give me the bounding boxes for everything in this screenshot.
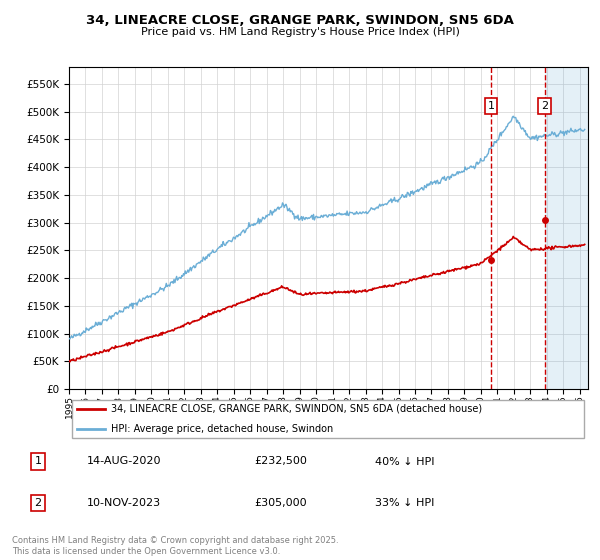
Text: 10-NOV-2023: 10-NOV-2023 bbox=[87, 498, 161, 508]
Text: 14-AUG-2020: 14-AUG-2020 bbox=[87, 456, 161, 466]
Text: 34, LINEACRE CLOSE, GRANGE PARK, SWINDON, SN5 6DA (detached house): 34, LINEACRE CLOSE, GRANGE PARK, SWINDON… bbox=[110, 404, 482, 414]
FancyBboxPatch shape bbox=[71, 400, 584, 437]
Text: £232,500: £232,500 bbox=[254, 456, 307, 466]
Text: Contains HM Land Registry data © Crown copyright and database right 2025.
This d: Contains HM Land Registry data © Crown c… bbox=[12, 536, 338, 556]
Text: 33% ↓ HPI: 33% ↓ HPI bbox=[375, 498, 434, 508]
Text: 34, LINEACRE CLOSE, GRANGE PARK, SWINDON, SN5 6DA: 34, LINEACRE CLOSE, GRANGE PARK, SWINDON… bbox=[86, 14, 514, 27]
Text: HPI: Average price, detached house, Swindon: HPI: Average price, detached house, Swin… bbox=[110, 424, 333, 434]
Text: 40% ↓ HPI: 40% ↓ HPI bbox=[375, 456, 434, 466]
Text: 2: 2 bbox=[541, 101, 548, 111]
Text: 1: 1 bbox=[34, 456, 41, 466]
Bar bbox=[545, 67, 588, 389]
Text: 2: 2 bbox=[34, 498, 41, 508]
Text: £305,000: £305,000 bbox=[254, 498, 307, 508]
Text: 1: 1 bbox=[488, 101, 494, 111]
Text: Price paid vs. HM Land Registry's House Price Index (HPI): Price paid vs. HM Land Registry's House … bbox=[140, 27, 460, 37]
